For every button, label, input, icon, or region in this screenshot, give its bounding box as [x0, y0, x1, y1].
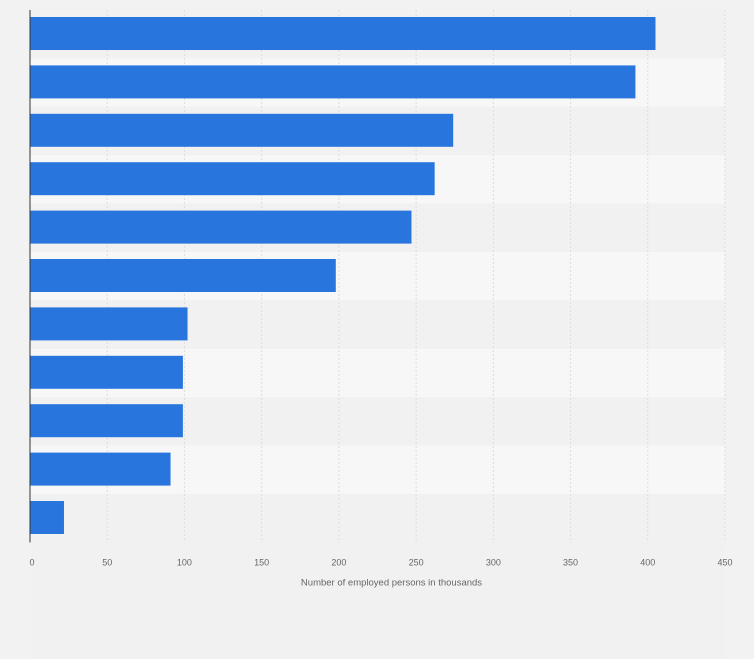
- x-tick-label: 200: [331, 557, 346, 567]
- x-tick-label: 150: [254, 557, 269, 567]
- x-tick-label: 450: [717, 557, 732, 567]
- bar[interactable]: [30, 501, 64, 534]
- bar[interactable]: [30, 452, 171, 486]
- x-tick-label: 0: [29, 557, 34, 567]
- x-axis-title: Number of employed persons in thousands: [301, 577, 482, 588]
- bar[interactable]: [30, 307, 188, 341]
- x-tick-label: 250: [409, 557, 424, 567]
- x-tick-label: 400: [640, 557, 655, 567]
- x-tick-label: 50: [102, 557, 112, 567]
- bar[interactable]: [30, 210, 412, 244]
- gridlines: [106, 10, 726, 543]
- row-band: [30, 494, 725, 543]
- row-band: [30, 542, 725, 659]
- bars: [30, 17, 656, 534]
- bar[interactable]: [30, 17, 656, 50]
- bar[interactable]: [30, 259, 336, 292]
- x-tick-label: 350: [563, 557, 578, 567]
- bar[interactable]: [30, 162, 435, 196]
- bar[interactable]: [30, 113, 454, 147]
- x-tick-label: 100: [177, 557, 192, 567]
- bar[interactable]: [30, 65, 636, 99]
- bar[interactable]: [30, 355, 183, 389]
- x-tick-label: 300: [486, 557, 501, 567]
- x-tick-labels: 0 50 100 150 200 250 300 350 400 450: [29, 557, 732, 567]
- bar[interactable]: [30, 404, 183, 438]
